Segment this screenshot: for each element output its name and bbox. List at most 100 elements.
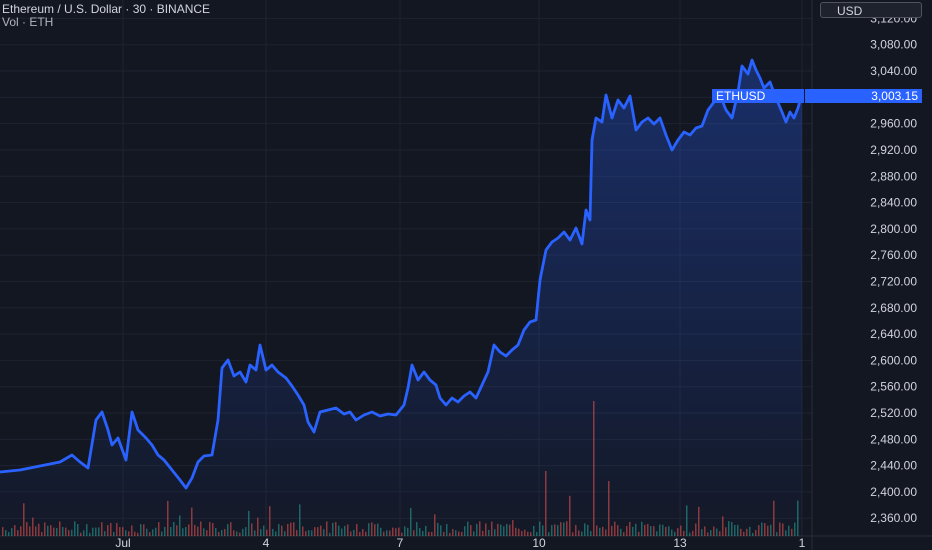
price-area-fill (0, 60, 802, 536)
volume-bar (326, 521, 328, 536)
volume-bar (563, 522, 565, 536)
volume-bar (749, 526, 751, 536)
volume-bar (518, 528, 520, 536)
volume-bar (44, 522, 46, 536)
volume-bar (737, 524, 739, 536)
volume-bar (536, 532, 538, 536)
volume-bar (398, 527, 400, 536)
volume-bar (452, 529, 454, 536)
volume-bar (287, 523, 289, 536)
volume-bar (332, 522, 334, 536)
volume-bar (368, 523, 370, 536)
volume-bar (719, 531, 721, 536)
volume-bar (461, 531, 463, 536)
volume-bar (140, 524, 142, 536)
volume-bar (491, 521, 493, 536)
volume-bar (416, 522, 418, 536)
volume-bar (263, 525, 265, 536)
volume-bar (335, 522, 337, 536)
volume-bar (410, 508, 412, 536)
volume-bar (689, 532, 691, 536)
volume-bar (239, 532, 241, 536)
y-tick-label: 2,920.00 (870, 143, 917, 157)
volume-bar (710, 530, 712, 536)
volume-bar (290, 522, 292, 536)
volume-bar (242, 528, 244, 536)
volume-bar (464, 526, 466, 536)
volume-bar (458, 531, 460, 536)
volume-bar (554, 524, 556, 536)
volume-bar (278, 524, 280, 536)
volume-bar (617, 525, 619, 536)
volume-bar (62, 527, 64, 536)
volume-bar (266, 529, 268, 536)
volume-bar (119, 527, 121, 536)
volume-bar (137, 532, 139, 536)
volume-bar (203, 528, 205, 536)
volume-bar (650, 526, 652, 536)
y-tick-label: 2,720.00 (870, 274, 917, 288)
volume-bar (230, 522, 232, 536)
volume-bar (593, 401, 595, 536)
y-tick-label: 2,960.00 (870, 117, 917, 131)
volume-bar (707, 532, 709, 536)
volume-bar (197, 526, 199, 536)
volume-bar (527, 531, 529, 536)
volume-bar (110, 523, 112, 536)
volume-bar (791, 528, 793, 536)
volume-bar (167, 500, 169, 536)
y-tick-label: 2,680.00 (870, 301, 917, 315)
volume-bar (83, 530, 85, 536)
volume-bar (380, 527, 382, 536)
volume-bar (551, 525, 553, 536)
volume-bar (248, 510, 250, 536)
volume-bar (548, 532, 550, 536)
volume-bar (500, 524, 502, 536)
last-price-tag: 3,003.15 (805, 89, 922, 103)
volume-bar (533, 525, 535, 536)
volume-bar (209, 522, 211, 536)
volume-bar (413, 530, 415, 536)
volume-bar (323, 529, 325, 536)
y-tick-label: 2,600.00 (870, 353, 917, 367)
volume-bar (620, 528, 622, 536)
volume-bar (524, 529, 526, 536)
volume-bar (74, 521, 76, 536)
volume-bar (392, 527, 394, 536)
volume-bar (173, 522, 175, 536)
volume-bar (149, 532, 151, 536)
volume-bar (521, 531, 523, 536)
volume-bar (764, 523, 766, 536)
volume-bar (194, 524, 196, 536)
volume-bar (767, 525, 769, 536)
volume-bar (605, 529, 607, 536)
volume-bar (497, 523, 499, 536)
volume-bar (131, 525, 133, 536)
volume-bar (56, 528, 58, 536)
volume-bar (359, 532, 361, 536)
volume-bar (794, 522, 796, 536)
volume-bar (677, 528, 679, 536)
volume-bar (233, 530, 235, 536)
volume-bar (308, 530, 310, 536)
volume-bar (350, 531, 352, 536)
volume-bar (161, 531, 163, 536)
currency-badge[interactable]: USD (820, 2, 922, 18)
volume-bar (482, 530, 484, 536)
volume-bar (320, 525, 322, 536)
volume-bar (53, 527, 55, 536)
volume-bar (419, 528, 421, 536)
volume-bar (170, 527, 172, 536)
y-tick-label: 3,080.00 (870, 38, 917, 52)
volume-bar (542, 525, 544, 536)
volume-bar (608, 481, 610, 536)
volume-bar (281, 525, 283, 536)
volume-bar (284, 531, 286, 536)
volume-bar (494, 529, 496, 536)
volume-bar (422, 530, 424, 536)
volume-bar (506, 523, 508, 536)
volume-bar (221, 529, 223, 536)
volume-bar (479, 521, 481, 536)
volume-bar (725, 527, 727, 536)
